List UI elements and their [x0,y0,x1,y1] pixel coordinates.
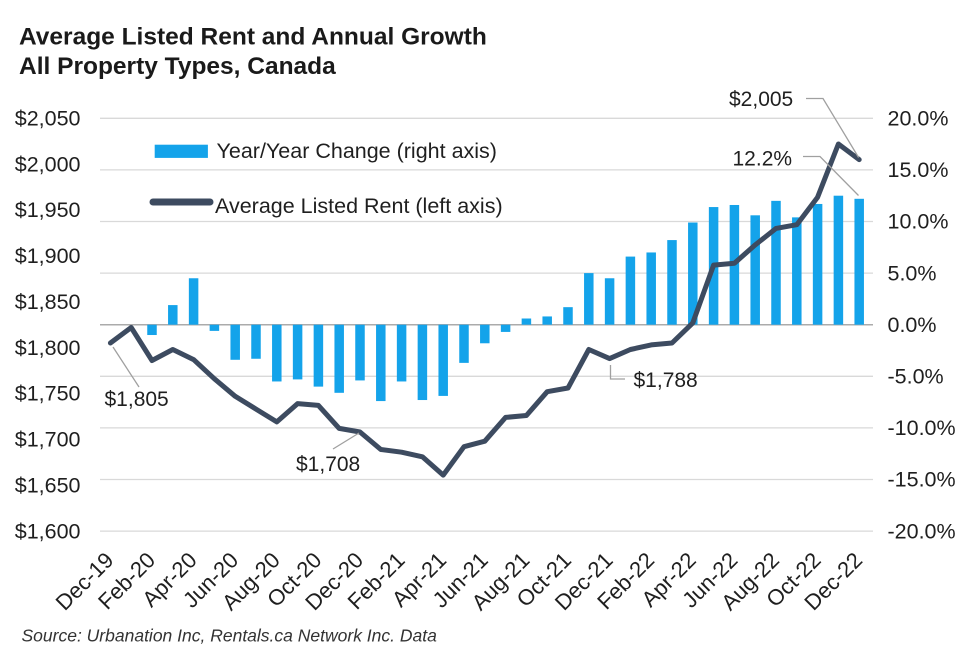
svg-text:12.2%: 12.2% [733,148,793,171]
svg-text:$1,950: $1,950 [15,198,81,222]
svg-text:$1,788: $1,788 [634,369,698,392]
svg-text:-5.0%: -5.0% [888,365,944,389]
svg-text:$1,900: $1,900 [15,244,81,268]
svg-text:20.0%: 20.0% [888,107,949,131]
svg-text:-15.0%: -15.0% [888,468,956,492]
svg-text:$1,708: $1,708 [296,453,360,476]
svg-text:$2,005: $2,005 [729,88,793,111]
svg-text:$1,805: $1,805 [105,388,169,411]
svg-text:$1,700: $1,700 [15,428,81,452]
svg-text:Average Listed Rent (left axis: Average Listed Rent (left axis) [215,194,503,218]
svg-text:5.0%: 5.0% [888,261,937,285]
svg-text:$1,600: $1,600 [15,519,81,543]
svg-text:$1,800: $1,800 [15,336,81,360]
svg-text:15.0%: 15.0% [888,158,949,182]
svg-text:$2,000: $2,000 [15,152,81,176]
svg-text:Source: Urbanation Inc, Rental: Source: Urbanation Inc, Rentals.ca Netwo… [22,626,438,646]
svg-text:All Property Types, Canada: All Property Types, Canada [19,53,336,80]
svg-text:$1,850: $1,850 [15,290,81,314]
svg-text:-20.0%: -20.0% [888,519,956,543]
svg-text:Average Listed Rent and Annual: Average Listed Rent and Annual Growth [19,24,487,51]
svg-text:10.0%: 10.0% [888,210,949,234]
svg-text:$2,050: $2,050 [15,107,81,131]
svg-text:-10.0%: -10.0% [888,416,956,440]
svg-text:$1,650: $1,650 [15,473,81,497]
svg-text:Year/Year Change (right axis): Year/Year Change (right axis) [217,139,497,163]
svg-text:0.0%: 0.0% [888,313,937,337]
svg-text:$1,750: $1,750 [15,382,81,406]
